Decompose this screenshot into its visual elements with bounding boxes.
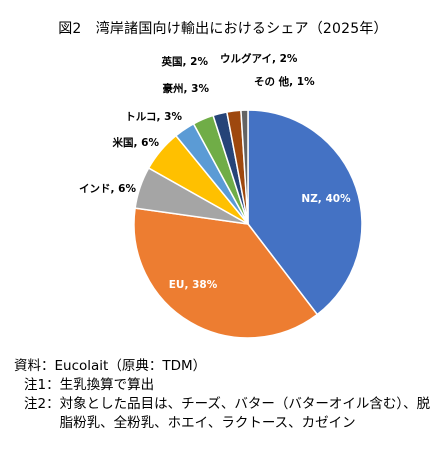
source-note-text: Eucolait（原典：TDM）: [54, 358, 207, 374]
source-note: 資料： Eucolait（原典：TDM）: [14, 357, 434, 376]
slice-label-0: NZ, 40%: [301, 193, 351, 205]
slice-label-6: 英国, 2%: [161, 55, 209, 68]
pie-slice-8: [240, 109, 249, 225]
source-note-key: 資料：: [14, 358, 55, 374]
pie-slice-1: [133, 207, 319, 339]
slice-label-8: その 他, 1%: [254, 75, 315, 88]
pie-chart: NZ, 40% EU, 38% インド, 6% 米国, 6% トルコ, 3% 豪州, 3%…: [79, 52, 363, 339]
slice-label-4: トルコ, 3%: [125, 111, 182, 123]
slice-label-2: インド, 6%: [79, 183, 136, 195]
slice-label-5: 豪州, 3%: [163, 82, 210, 95]
note-1: 注1： 生乳換算で算出: [14, 376, 434, 395]
slice-label-7: ウルグアイ, 2%: [220, 52, 298, 65]
slice-label-3: 米国, 6%: [112, 136, 160, 149]
note-2-key: 注2：: [24, 396, 60, 412]
note-2: 注2： 対象とした品目は、チーズ、バター（バターオイル含む）、脱脂粉乳、全粉乳、…: [14, 395, 434, 433]
note-2-text: 対象とした品目は、チーズ、バター（バターオイル含む）、脱脂粉乳、全粉乳、ホエイ、…: [59, 396, 431, 431]
slice-label-1: EU, 38%: [169, 279, 218, 291]
pie-slice-0: [247, 109, 363, 316]
chart-title: 図2 湾岸諸国向け輸出におけるシェア（2025年）: [58, 21, 388, 37]
note-1-text: 生乳換算で算出: [59, 377, 155, 393]
notes-block: 資料： Eucolait（原典：TDM） 注1： 生乳換算で算出 注2： 対象と…: [14, 357, 434, 433]
note-1-key: 注1：: [24, 377, 60, 393]
